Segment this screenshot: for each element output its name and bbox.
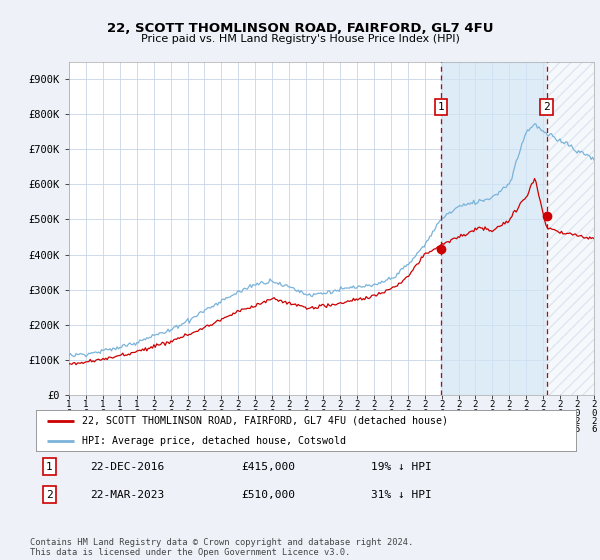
Bar	[441, 62, 547, 395]
Bar	[547, 62, 594, 395]
Text: 1: 1	[46, 461, 53, 472]
Text: £510,000: £510,000	[241, 490, 295, 500]
Text: 19% ↓ HPI: 19% ↓ HPI	[371, 461, 431, 472]
Text: 22-DEC-2016: 22-DEC-2016	[90, 461, 164, 472]
Text: 22, SCOTT THOMLINSON ROAD, FAIRFORD, GL7 4FU: 22, SCOTT THOMLINSON ROAD, FAIRFORD, GL7…	[107, 22, 493, 35]
Text: 2: 2	[543, 102, 550, 112]
Text: 22, SCOTT THOMLINSON ROAD, FAIRFORD, GL7 4FU (detached house): 22, SCOTT THOMLINSON ROAD, FAIRFORD, GL7…	[82, 416, 448, 426]
Text: 22-MAR-2023: 22-MAR-2023	[90, 490, 164, 500]
Bar	[547, 62, 594, 395]
Text: Contains HM Land Registry data © Crown copyright and database right 2024.
This d: Contains HM Land Registry data © Crown c…	[30, 538, 413, 557]
Text: HPI: Average price, detached house, Cotswold: HPI: Average price, detached house, Cots…	[82, 436, 346, 446]
Text: £415,000: £415,000	[241, 461, 295, 472]
Text: 31% ↓ HPI: 31% ↓ HPI	[371, 490, 431, 500]
Text: 1: 1	[437, 102, 444, 112]
Text: Price paid vs. HM Land Registry's House Price Index (HPI): Price paid vs. HM Land Registry's House …	[140, 34, 460, 44]
Bar	[547, 62, 594, 395]
Text: 2: 2	[46, 490, 53, 500]
